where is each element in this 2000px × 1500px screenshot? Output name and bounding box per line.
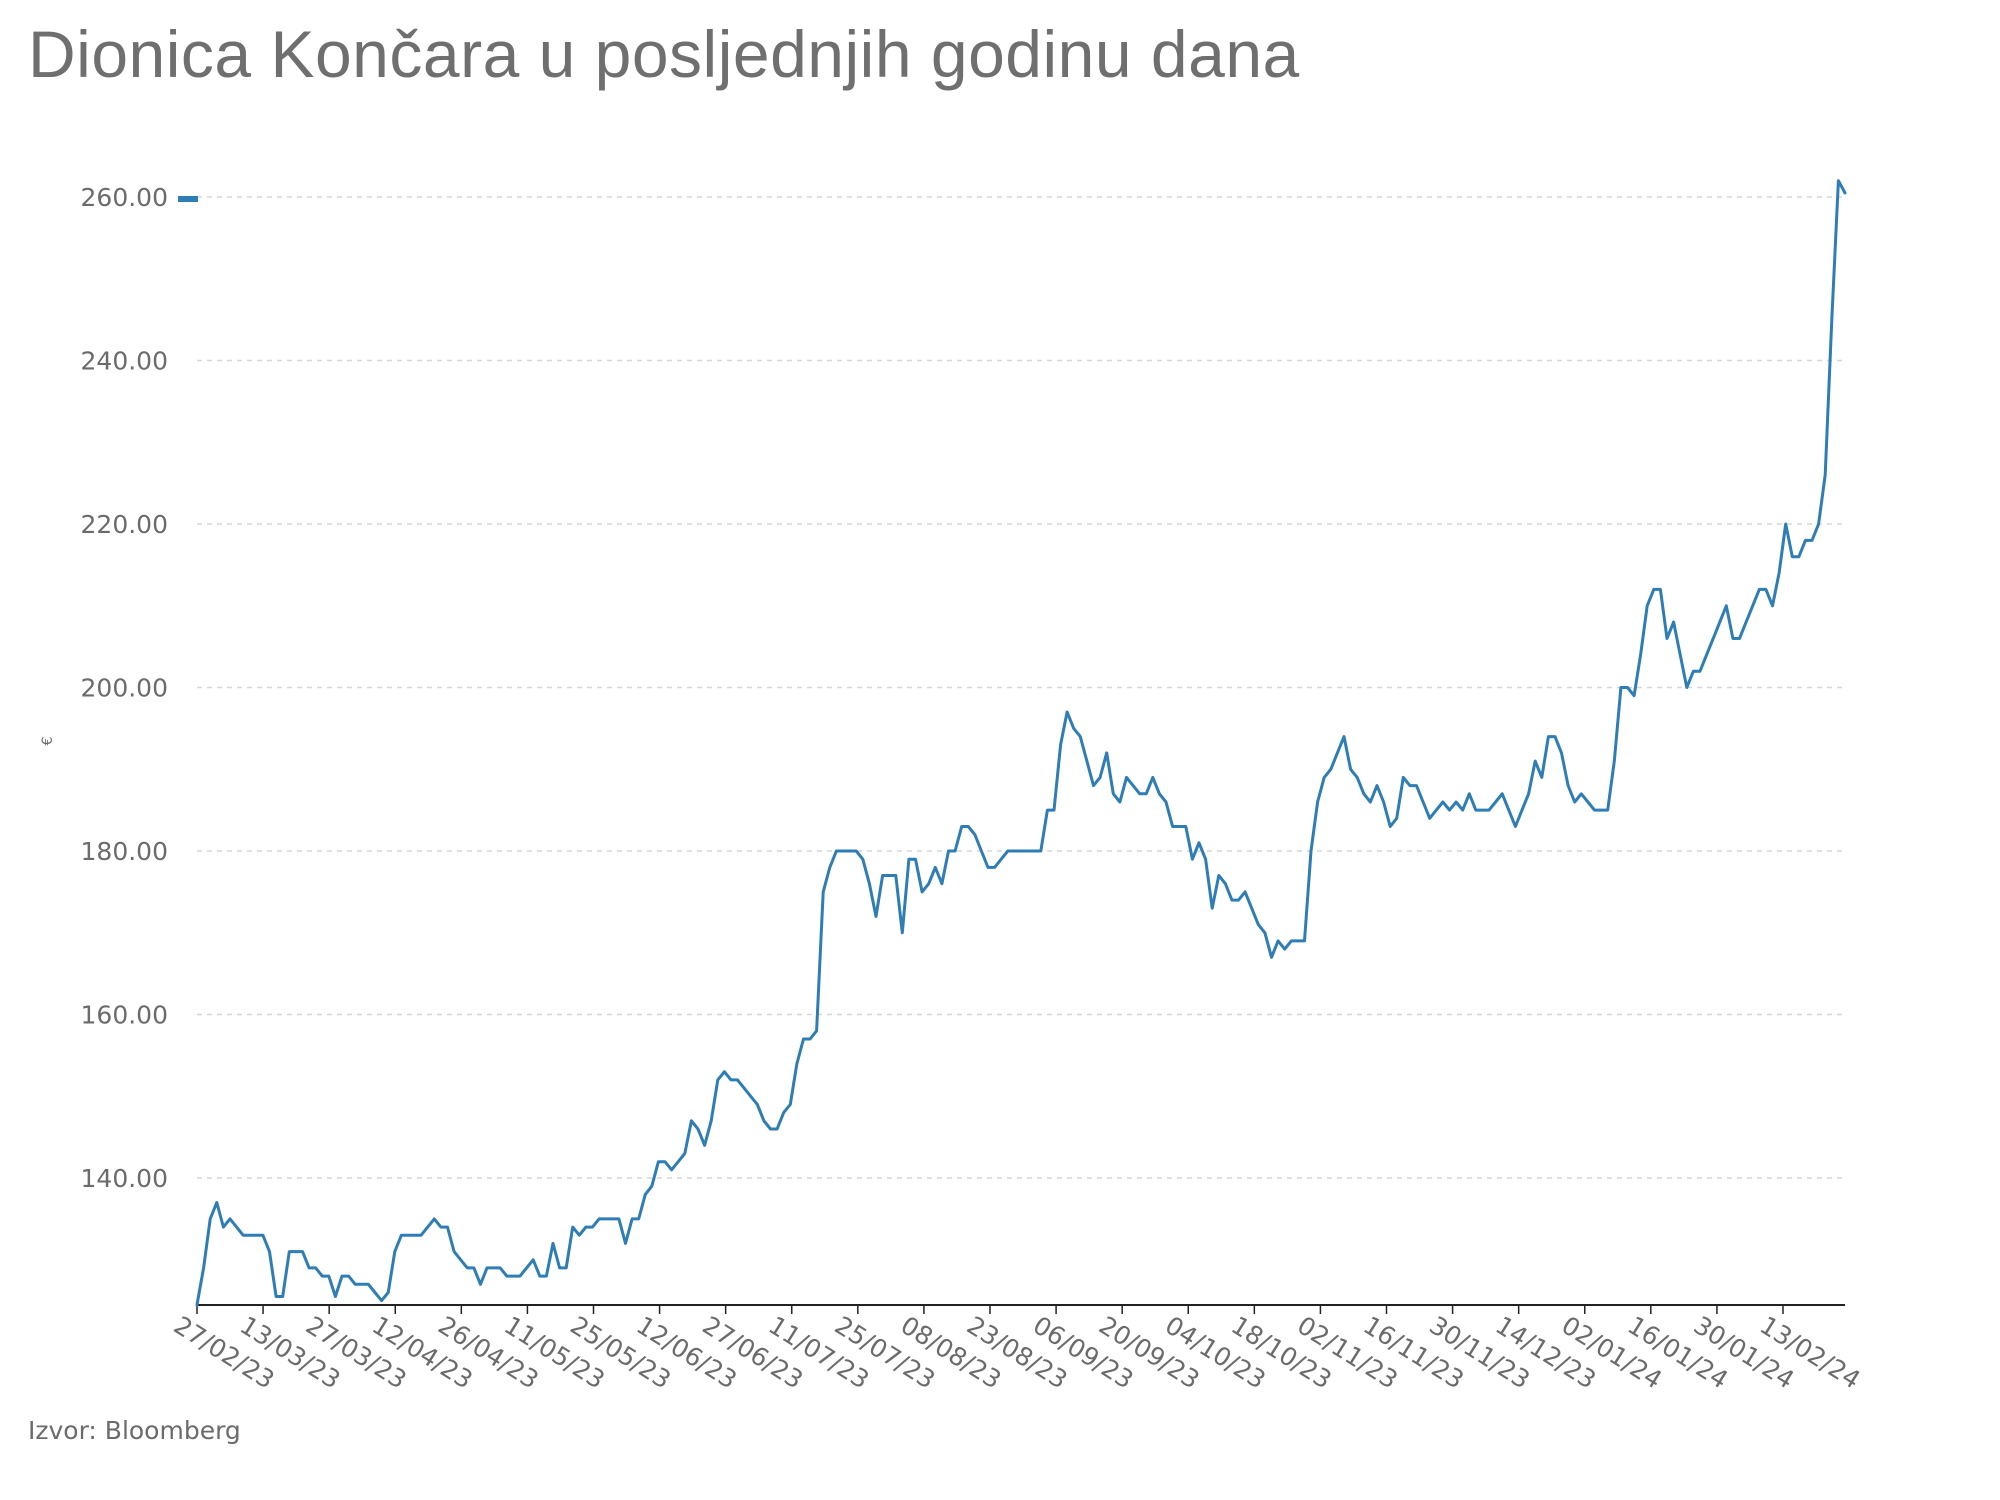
source-note: Izvor: Bloomberg [28,1416,241,1445]
x-axis-ticks: 27/02/2313/03/2327/03/2312/04/2326/04/23… [169,1305,1865,1395]
y-tick-label: 140.00 [81,1164,168,1193]
y-tick-label: 260.00 [81,183,168,212]
y-tick-label: 220.00 [81,510,168,539]
series-swatch [178,196,198,202]
chart-title: Dionica Končara u posljednjih godinu dan… [28,17,1300,91]
series-line-0 [195,179,1847,1307]
y-tick-label: 160.00 [81,1001,168,1030]
y-axis-label: € [40,737,56,746]
y-tick-label: 240.00 [81,347,168,376]
gridlines [197,196,1845,1179]
y-tick-label: 200.00 [81,674,168,703]
y-axis-ticks: 140.00 160.00 180.00 200.00 220.00 240.00 260.… [81,183,168,1193]
y-tick-label: 180.00 [81,837,168,866]
series-layer [195,179,1847,1307]
